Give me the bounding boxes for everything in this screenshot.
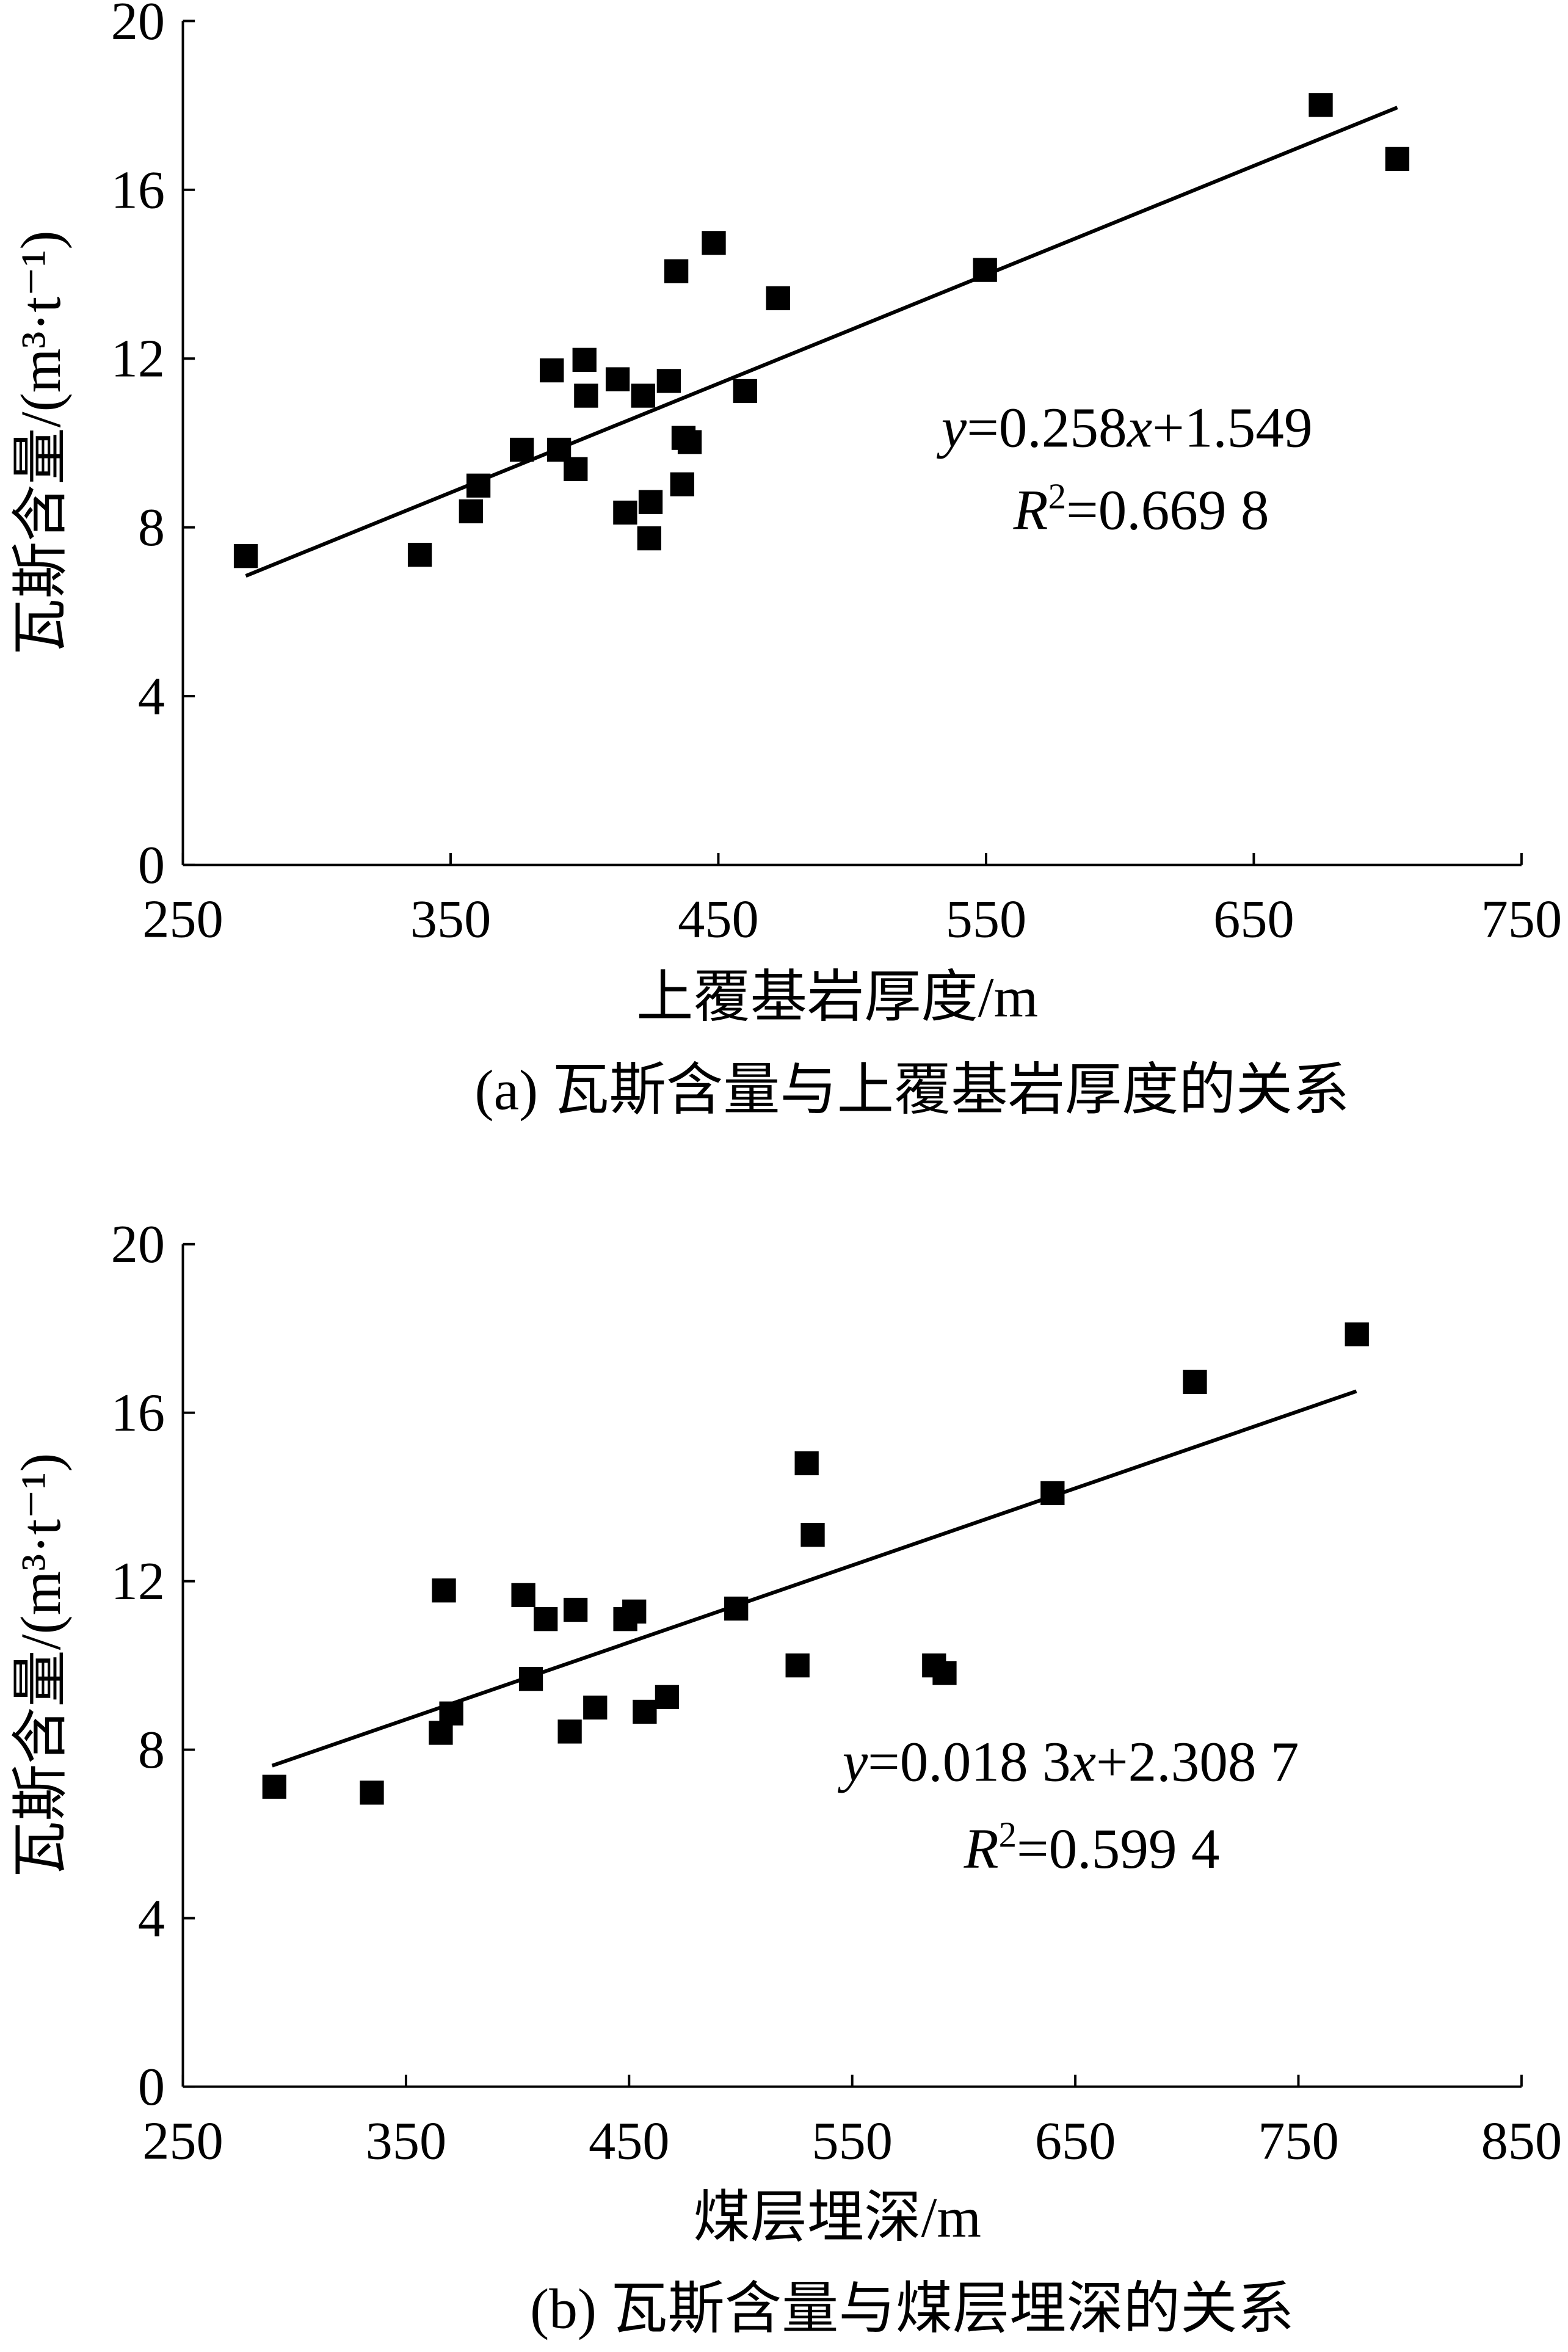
data-point <box>557 1719 582 1744</box>
data-point <box>518 1667 543 1691</box>
data-point <box>622 1599 647 1624</box>
y-axis-label: 瓦斯含量/(m³·t⁻¹) <box>10 231 73 656</box>
data-point <box>655 1685 680 1709</box>
x-tick-label: 550 <box>946 889 1027 949</box>
x-tick-label: 750 <box>1481 889 1563 949</box>
eq-x: x <box>1126 397 1152 460</box>
data-point <box>534 1607 558 1632</box>
x-tick-label: 250 <box>142 2111 223 2171</box>
data-point <box>605 367 630 391</box>
x-axis-label: 上覆基岩厚度/m <box>636 967 1038 1029</box>
data-point <box>466 473 491 498</box>
r-var: R <box>964 1818 999 1881</box>
x-axis-label: 煤层埋深/m <box>693 2187 981 2249</box>
x-tick-label: 450 <box>678 889 759 949</box>
data-point <box>1040 1481 1065 1506</box>
data-point <box>973 258 997 282</box>
y-tick-label: 0 <box>138 2057 165 2117</box>
eq-y: y <box>937 397 967 460</box>
r-squared: R2=0.599 4 <box>964 1815 1220 1881</box>
data-point <box>702 231 726 255</box>
data-point <box>733 379 757 404</box>
data-point <box>233 544 258 568</box>
data-point <box>407 542 432 567</box>
data-point <box>1308 93 1333 117</box>
y-tick-label: 16 <box>111 160 165 220</box>
regression-equation: y=0.258x+1.549 <box>937 397 1313 460</box>
data-point <box>509 437 534 462</box>
y-tick-label: 8 <box>138 1720 165 1780</box>
data-point <box>794 1451 819 1476</box>
y-tick-label: 4 <box>138 1889 165 1948</box>
regression-equation: y=0.018 3x+2.308 7 <box>838 1731 1299 1794</box>
y-tick-label: 0 <box>138 835 165 895</box>
x-tick-label: 750 <box>1258 2111 1339 2171</box>
data-point <box>511 1583 535 1608</box>
eq-y: y <box>838 1731 868 1794</box>
r-value: =0.599 4 <box>1017 1818 1219 1881</box>
y-tick-label: 12 <box>111 1552 165 1611</box>
data-point <box>638 490 663 514</box>
data-point <box>262 1774 286 1799</box>
chart-caption: (a) 瓦斯含量与上覆基岩厚度的关系 <box>475 1059 1350 1122</box>
y-tick-label: 12 <box>111 329 165 389</box>
fit-line <box>245 106 1398 578</box>
fit-line <box>271 1389 1357 1768</box>
eq-slope: =0.018 3 <box>868 1731 1070 1794</box>
x-tick-label: 350 <box>410 889 492 949</box>
x-tick-label: 250 <box>142 889 223 949</box>
data-point <box>564 457 588 481</box>
data-point <box>432 1578 456 1603</box>
data-point <box>633 1699 657 1724</box>
data-point <box>439 1701 463 1726</box>
r-var: R <box>1013 479 1048 542</box>
eq-x: x <box>1070 1731 1096 1794</box>
data-point <box>1385 147 1410 172</box>
y-tick-label: 20 <box>111 0 165 51</box>
x-tick-label: 850 <box>1481 2111 1563 2171</box>
data-point <box>785 1653 810 1678</box>
x-tick-label: 650 <box>1035 2111 1116 2171</box>
data-point <box>583 1695 608 1720</box>
data-point <box>360 1780 384 1805</box>
data-point <box>574 383 598 408</box>
data-point <box>932 1661 957 1685</box>
chart-caption: (b) 瓦斯含量与煤层埋深的关系 <box>530 2278 1294 2341</box>
chart-a: 250 350 450 550 650 750 0 4 8 12 16 20 上覆基岩厚度/m 瓦斯含量/… <box>10 0 1562 1122</box>
data-point <box>631 383 655 408</box>
data-point <box>664 259 689 283</box>
data-point <box>563 1597 588 1622</box>
x-tick-label: 450 <box>589 2111 670 2171</box>
data-point <box>724 1596 749 1621</box>
data-point <box>677 430 702 454</box>
eq-slope: =0.258 <box>967 397 1127 460</box>
r-sup: 2 <box>1048 476 1066 516</box>
eq-intercept: +2.308 7 <box>1096 1731 1299 1794</box>
eq-intercept: +1.549 <box>1152 397 1313 460</box>
data-point <box>1183 1370 1207 1394</box>
data-point <box>637 526 661 551</box>
y-tick-label: 4 <box>138 667 165 727</box>
data-point <box>800 1523 825 1547</box>
data-point <box>540 358 564 383</box>
r-squared: R2=0.669 8 <box>1013 476 1269 542</box>
data-point <box>613 500 637 525</box>
data-point <box>572 347 597 372</box>
y-axis-label: 瓦斯含量/(m³·t⁻¹) <box>10 1453 73 1878</box>
data-point <box>670 472 694 496</box>
y-tick-label: 16 <box>111 1383 165 1443</box>
x-tick-label: 650 <box>1213 889 1294 949</box>
data-point <box>656 369 681 393</box>
data-point <box>766 286 790 311</box>
x-tick-label: 550 <box>811 2111 893 2171</box>
r-value: =0.669 8 <box>1066 479 1269 542</box>
r-sup: 2 <box>999 1815 1017 1855</box>
y-tick-label: 8 <box>138 498 165 557</box>
data-point <box>459 499 483 524</box>
y-tick-label: 20 <box>111 1214 165 1274</box>
chart-b: 250 350 450 550 650 750 850 0 4 8 12 16 20 煤层埋深/m 瓦斯含量… <box>10 1214 1562 2341</box>
x-tick-label: 350 <box>366 2111 447 2171</box>
data-point <box>1345 1322 1369 1346</box>
